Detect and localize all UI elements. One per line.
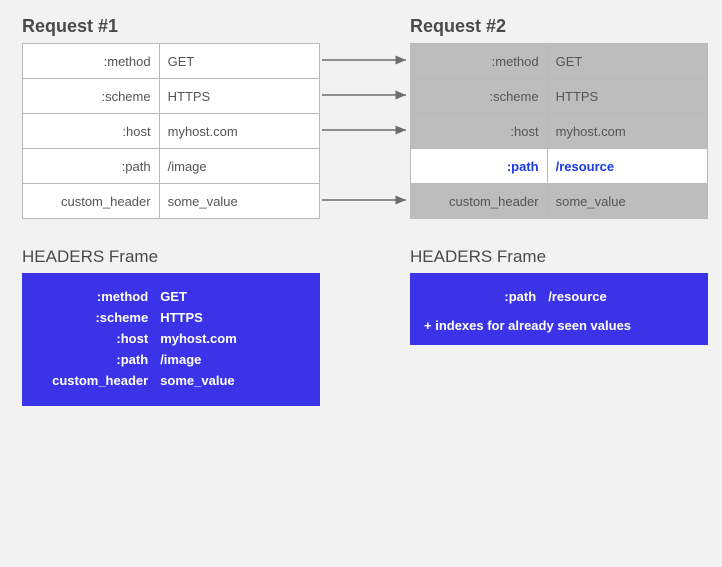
frame-row: :schemeHTTPS [36, 310, 306, 325]
table-row: :hostmyhost.com [411, 114, 708, 149]
header-key: :method [23, 44, 160, 79]
request-2-title: Request #2 [410, 16, 708, 37]
table-row: :hostmyhost.com [23, 114, 320, 149]
table-row: custom_headersome_value [411, 184, 708, 219]
header-key: custom_header [23, 184, 160, 219]
frame-value: myhost.com [160, 331, 306, 346]
header-key: :host [411, 114, 548, 149]
header-key: :path [411, 149, 548, 184]
frame-row: custom_headersome_value [36, 373, 306, 388]
frame-row: :hostmyhost.com [36, 331, 306, 346]
header-value: HTTPS [547, 79, 707, 114]
header-value: some_value [159, 184, 319, 219]
table-row: :schemeHTTPS [411, 79, 708, 114]
frame-note: + indexes for already seen values [424, 318, 694, 333]
frame-key: :host [36, 331, 160, 346]
header-key: :method [411, 44, 548, 79]
header-key: :host [23, 114, 160, 149]
header-key: custom_header [411, 184, 548, 219]
frame-2-box: :path/resource + indexes for already see… [410, 273, 708, 345]
frame-row: :path/resource [424, 289, 694, 304]
request-1-title: Request #1 [22, 16, 320, 37]
frame-row: :methodGET [36, 289, 306, 304]
header-key: :scheme [411, 79, 548, 114]
table-row: :path/image [23, 149, 320, 184]
header-value: /image [159, 149, 319, 184]
arrows-svg [320, 42, 410, 222]
frame-key: :path [424, 289, 548, 304]
frame-value: GET [160, 289, 306, 304]
header-key: :path [23, 149, 160, 184]
request-2-table: :methodGET :schemeHTTPS :hostmyhost.com … [410, 43, 708, 219]
frame-value: /image [160, 352, 306, 367]
header-value: HTTPS [159, 79, 319, 114]
request-1-table: :methodGET :schemeHTTPS :hostmyhost.com … [22, 43, 320, 219]
header-value: GET [547, 44, 707, 79]
header-value: myhost.com [159, 114, 319, 149]
request-1-block: Request #1 :methodGET :schemeHTTPS :host… [22, 16, 320, 406]
header-key: :scheme [23, 79, 160, 114]
table-row: :methodGET [411, 44, 708, 79]
frame-value: some_value [160, 373, 306, 388]
table-row: :schemeHTTPS [23, 79, 320, 114]
frame-value: HTTPS [160, 310, 306, 325]
frame-1-title: HEADERS Frame [22, 247, 320, 267]
frame-row: :path/image [36, 352, 306, 367]
frame-key: :method [36, 289, 160, 304]
header-value: /resource [547, 149, 707, 184]
header-value: some_value [547, 184, 707, 219]
table-row: :methodGET [23, 44, 320, 79]
frame-1-box: :methodGET :schemeHTTPS :hostmyhost.com … [22, 273, 320, 406]
table-row: custom_headersome_value [23, 184, 320, 219]
frame-key: :path [36, 352, 160, 367]
request-2-block: Request #2 :methodGET :schemeHTTPS :host… [410, 16, 708, 345]
header-value: GET [159, 44, 319, 79]
frame-key: :scheme [36, 310, 160, 325]
table-row-changed: :path/resource [411, 149, 708, 184]
header-value: myhost.com [547, 114, 707, 149]
frame-value: /resource [548, 289, 694, 304]
frame-key: custom_header [36, 373, 160, 388]
frame-2-title: HEADERS Frame [410, 247, 708, 267]
